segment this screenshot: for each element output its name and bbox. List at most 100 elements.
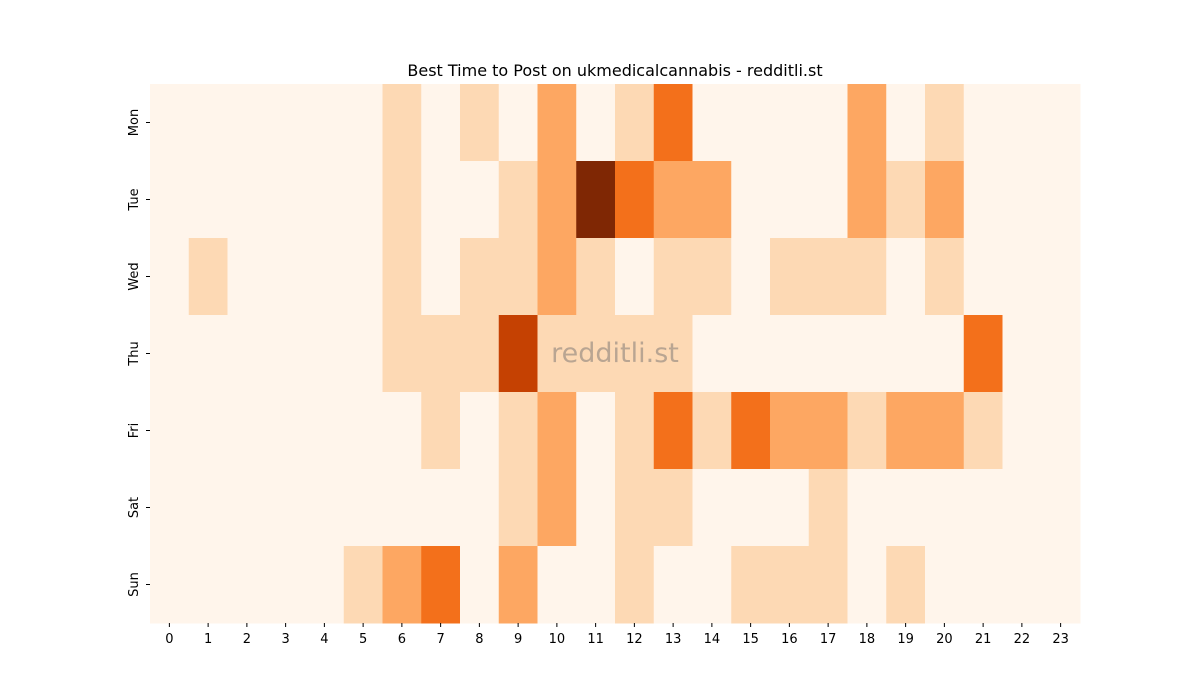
heatmap-cell-fri-19 bbox=[886, 392, 926, 470]
heatmap-cell-thu-7 bbox=[421, 315, 461, 393]
heatmap-cell-thu-4 bbox=[305, 315, 345, 393]
heatmap-cell-wed-16 bbox=[770, 238, 810, 316]
x-tick-label: 1 bbox=[204, 632, 212, 647]
heatmap-cell-wed-2 bbox=[227, 238, 267, 316]
heatmap-cell-wed-17 bbox=[808, 238, 848, 316]
chart-title: Best Time to Post on ukmedicalcannabis -… bbox=[407, 61, 822, 80]
heatmap-cell-tue-15 bbox=[731, 161, 771, 239]
x-tick-label: 22 bbox=[1014, 632, 1031, 647]
heatmap-cell-thu-13 bbox=[653, 315, 693, 393]
heatmap-cell-sat-15 bbox=[731, 469, 771, 547]
heatmap-cell-wed-1 bbox=[188, 238, 228, 316]
heatmap-cell-tue-23 bbox=[1041, 161, 1081, 239]
heatmap-cell-mon-10 bbox=[537, 84, 577, 162]
heatmap-cell-wed-21 bbox=[963, 238, 1003, 316]
heatmap-cell-wed-23 bbox=[1041, 238, 1081, 316]
heatmap-cell-sat-5 bbox=[343, 469, 383, 547]
heatmap-cell-tue-18 bbox=[847, 161, 887, 239]
heatmap-cell-mon-17 bbox=[808, 84, 848, 162]
heatmap-cell-tue-19 bbox=[886, 161, 926, 239]
x-tick-label: 8 bbox=[475, 632, 483, 647]
heatmap-cell-tue-8 bbox=[460, 161, 500, 239]
heatmap-cell-thu-14 bbox=[692, 315, 732, 393]
heatmap-cell-thu-6 bbox=[382, 315, 422, 393]
x-tick-label: 15 bbox=[742, 632, 759, 647]
heatmap-cell-mon-0 bbox=[150, 84, 190, 162]
heatmap-cell-tue-13 bbox=[653, 161, 693, 239]
heatmap-cell-sat-12 bbox=[615, 469, 655, 547]
heatmap-cell-mon-19 bbox=[886, 84, 926, 162]
heatmap-cell-sun-6 bbox=[382, 546, 422, 624]
heatmap-cell-sat-10 bbox=[537, 469, 577, 547]
heatmap-cell-sun-15 bbox=[731, 546, 771, 624]
heatmap-cell-sat-18 bbox=[847, 469, 887, 547]
heatmap-cell-sat-21 bbox=[963, 469, 1003, 547]
heatmap-cell-wed-14 bbox=[692, 238, 732, 316]
heatmap-cell-thu-11 bbox=[576, 315, 616, 393]
heatmap-cell-mon-14 bbox=[692, 84, 732, 162]
heatmap-cell-sat-16 bbox=[770, 469, 810, 547]
heatmap-cell-mon-12 bbox=[615, 84, 655, 162]
heatmap-cells bbox=[150, 84, 1081, 624]
heatmap-cell-sun-10 bbox=[537, 546, 577, 624]
heatmap-cell-mon-22 bbox=[1002, 84, 1042, 162]
heatmap-cell-mon-1 bbox=[188, 84, 228, 162]
heatmap-cell-sat-0 bbox=[150, 469, 190, 547]
heatmap-cell-fri-10 bbox=[537, 392, 577, 470]
heatmap-cell-tue-11 bbox=[576, 161, 616, 239]
heatmap-cell-sun-17 bbox=[808, 546, 848, 624]
heatmap-cell-wed-10 bbox=[537, 238, 577, 316]
heatmap-cell-sat-17 bbox=[808, 469, 848, 547]
x-tick-label: 4 bbox=[320, 632, 328, 647]
x-tick-label: 19 bbox=[897, 632, 914, 647]
heatmap-cell-sat-9 bbox=[498, 469, 538, 547]
heatmap-cell-thu-0 bbox=[150, 315, 190, 393]
x-tick-label: 7 bbox=[436, 632, 444, 647]
heatmap-cell-sun-14 bbox=[692, 546, 732, 624]
heatmap-cell-thu-15 bbox=[731, 315, 771, 393]
heatmap-cell-sat-3 bbox=[266, 469, 306, 547]
heatmap-cell-sat-2 bbox=[227, 469, 267, 547]
heatmap-cell-tue-22 bbox=[1002, 161, 1042, 239]
heatmap-cell-sun-3 bbox=[266, 546, 306, 624]
heatmap-cell-fri-14 bbox=[692, 392, 732, 470]
heatmap-cell-fri-20 bbox=[925, 392, 965, 470]
heatmap-cell-mon-20 bbox=[925, 84, 965, 162]
heatmap-cell-tue-9 bbox=[498, 161, 538, 239]
heatmap-cell-sat-22 bbox=[1002, 469, 1042, 547]
heatmap-cell-fri-6 bbox=[382, 392, 422, 470]
heatmap-cell-sun-23 bbox=[1041, 546, 1081, 624]
heatmap-cell-sun-21 bbox=[963, 546, 1003, 624]
x-tick-label: 21 bbox=[975, 632, 992, 647]
x-tick-label: 11 bbox=[587, 632, 604, 647]
heatmap-cell-tue-4 bbox=[305, 161, 345, 239]
heatmap-cell-thu-9 bbox=[498, 315, 538, 393]
heatmap-cell-sat-8 bbox=[460, 469, 500, 547]
heatmap-cell-wed-18 bbox=[847, 238, 887, 316]
heatmap-cell-fri-3 bbox=[266, 392, 306, 470]
x-tick-label: 23 bbox=[1052, 632, 1069, 647]
heatmap-cell-wed-8 bbox=[460, 238, 500, 316]
heatmap-cell-fri-16 bbox=[770, 392, 810, 470]
heatmap-cell-sun-1 bbox=[188, 546, 228, 624]
heatmap-cell-sat-14 bbox=[692, 469, 732, 547]
x-tick-label: 5 bbox=[359, 632, 367, 647]
heatmap-cell-fri-21 bbox=[963, 392, 1003, 470]
heatmap-cell-wed-15 bbox=[731, 238, 771, 316]
heatmap-cell-sun-9 bbox=[498, 546, 538, 624]
x-tick-label: 17 bbox=[820, 632, 837, 647]
heatmap-cell-sat-1 bbox=[188, 469, 228, 547]
heatmap-cell-wed-0 bbox=[150, 238, 190, 316]
heatmap-cell-fri-0 bbox=[150, 392, 190, 470]
heatmap-cell-tue-21 bbox=[963, 161, 1003, 239]
heatmap-cell-tue-17 bbox=[808, 161, 848, 239]
heatmap-cell-fri-11 bbox=[576, 392, 616, 470]
heatmap-cell-sun-12 bbox=[615, 546, 655, 624]
heatmap-cell-tue-5 bbox=[343, 161, 383, 239]
heatmap-cell-sun-16 bbox=[770, 546, 810, 624]
heatmap-cell-sat-7 bbox=[421, 469, 461, 547]
heatmap-cell-tue-2 bbox=[227, 161, 267, 239]
heatmap-cell-sun-4 bbox=[305, 546, 345, 624]
heatmap-cell-wed-19 bbox=[886, 238, 926, 316]
heatmap-cell-fri-17 bbox=[808, 392, 848, 470]
